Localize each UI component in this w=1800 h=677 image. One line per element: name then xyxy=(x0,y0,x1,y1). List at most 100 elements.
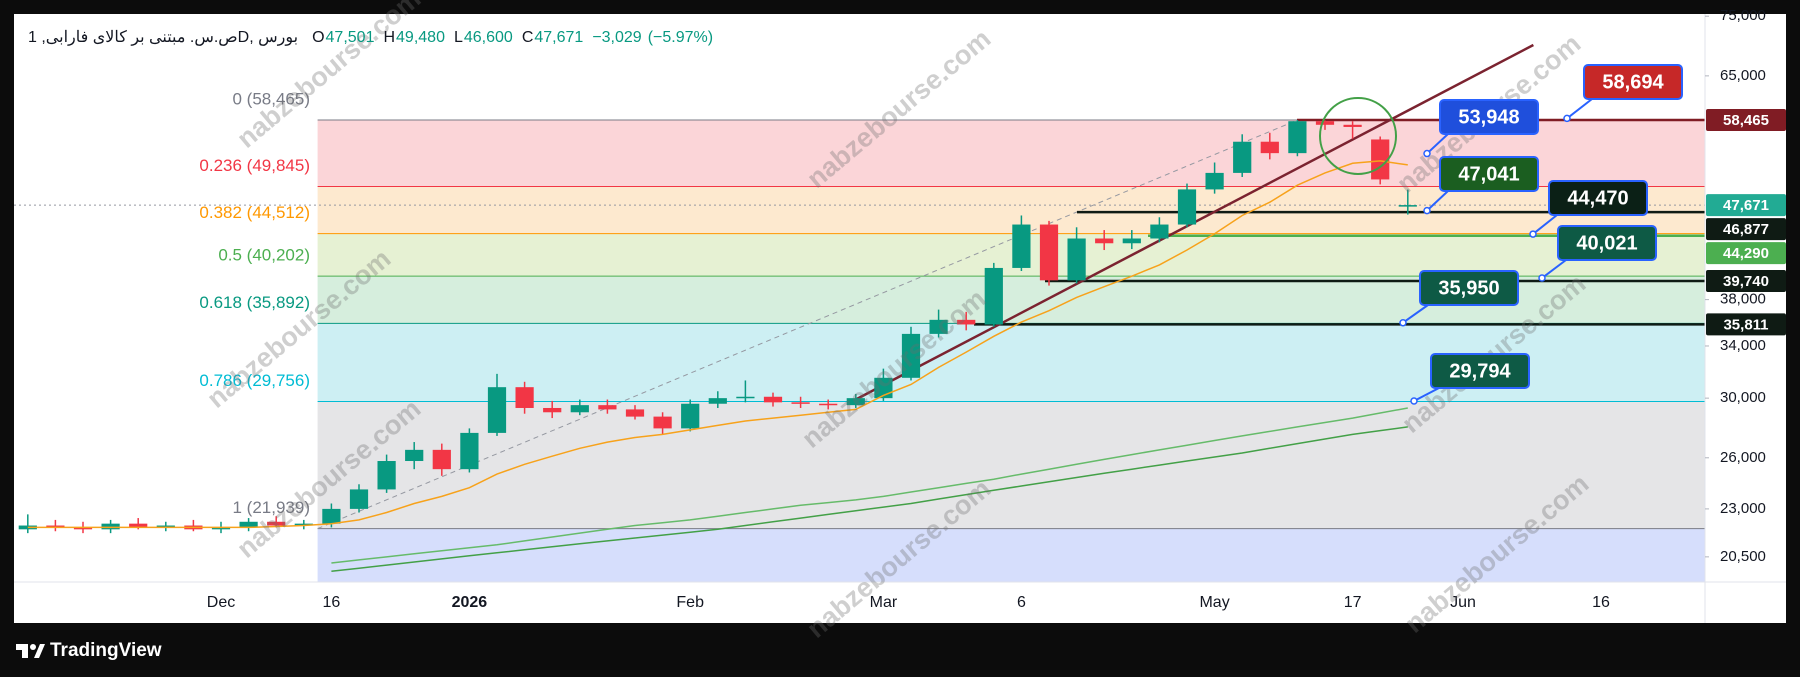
x-tick-label: 2026 xyxy=(452,594,488,611)
candle-body xyxy=(736,396,755,399)
fib-connector xyxy=(317,119,1298,530)
callout-pointer xyxy=(1413,387,1440,402)
candle-body xyxy=(653,416,672,429)
ohlc-key: O xyxy=(312,29,324,46)
candle-body xyxy=(1398,205,1417,207)
price-label-box xyxy=(1706,109,1786,132)
logo-part xyxy=(34,644,45,658)
candle-body xyxy=(349,489,369,509)
change-percent: (−5.97%) xyxy=(648,29,713,46)
ohlc-value: 49,480 xyxy=(396,29,445,46)
x-tick-label: 16 xyxy=(323,594,341,611)
fib-band xyxy=(317,186,1705,234)
y-tick-label: 23,000 xyxy=(1720,500,1766,517)
ohlc-key: C xyxy=(522,29,534,46)
candle-body xyxy=(239,521,258,528)
candle-body xyxy=(763,396,783,403)
candle-body xyxy=(101,523,120,530)
callout-pointer xyxy=(1426,190,1449,212)
candle-body xyxy=(901,333,921,378)
x-tick-label: Dec xyxy=(207,594,235,611)
moving-average xyxy=(331,426,1408,573)
x-tick-label: Jun xyxy=(1450,594,1476,611)
candle-body xyxy=(1150,224,1169,239)
price-label: 47,671 xyxy=(1723,197,1769,214)
callout-pointer xyxy=(1541,259,1567,279)
tradingview-logo: TradingView xyxy=(16,640,162,661)
candle-body xyxy=(1260,141,1279,154)
candle-body xyxy=(1205,172,1224,190)
moving-average xyxy=(331,407,1408,564)
candle-body xyxy=(598,405,617,410)
logo-part xyxy=(22,644,28,658)
y-tick-label: 20,500 xyxy=(1720,548,1766,565)
price-label-box xyxy=(1706,269,1786,292)
candle-body xyxy=(543,407,562,413)
callout-anchor xyxy=(1529,230,1537,238)
candle-body xyxy=(681,403,700,429)
candle-body xyxy=(1122,238,1141,244)
y-tick-label: 75,000 xyxy=(1720,7,1766,24)
ohlc-value: 47,501 xyxy=(326,29,375,46)
y-tick-label: 65,000 xyxy=(1720,67,1766,84)
callout-anchor xyxy=(1410,397,1418,405)
callout-box xyxy=(1419,270,1519,306)
callout-label: 40,021 xyxy=(1576,232,1637,254)
candle-body xyxy=(1315,121,1335,125)
callout-box xyxy=(1548,180,1648,216)
callout-anchor xyxy=(1423,149,1431,158)
candle-body xyxy=(156,525,175,528)
ohlc-key: L xyxy=(454,29,463,46)
candle-body xyxy=(1067,238,1086,281)
candle-body xyxy=(322,508,341,524)
x-tick-label: May xyxy=(1199,594,1229,611)
candle-body xyxy=(570,405,589,413)
price-label: 46,877 xyxy=(1723,221,1769,238)
price-label-box xyxy=(1706,242,1786,265)
candle-body xyxy=(129,523,148,528)
price-label: 39,740 xyxy=(1723,273,1769,290)
price-label-box xyxy=(1706,313,1786,336)
callout-pointer xyxy=(1532,214,1558,235)
callout-label: 53,948 xyxy=(1458,106,1519,128)
callout-box xyxy=(1557,225,1657,261)
callout-label: 47,041 xyxy=(1458,163,1519,185)
fib-band xyxy=(317,401,1705,529)
price-label-box xyxy=(1706,218,1786,241)
candle-body xyxy=(1233,141,1252,173)
candle-body xyxy=(1039,224,1059,281)
candle-body xyxy=(46,525,65,528)
ohlc-key: H xyxy=(383,29,395,46)
candle-body xyxy=(791,402,810,404)
x-tick-label: 6 xyxy=(1017,594,1026,611)
fib-level-label: 0.5 (40,202) xyxy=(218,246,310,265)
callout-anchor xyxy=(1563,114,1571,123)
callout-anchor xyxy=(1538,274,1546,282)
candle-body xyxy=(377,461,396,490)
y-tick-label: 26,000 xyxy=(1720,449,1766,466)
callout-label: 29,794 xyxy=(1449,360,1511,382)
x-tick-label: 16 xyxy=(1592,594,1610,611)
candle-body xyxy=(625,409,645,417)
fib-level-label: 1 (21,939) xyxy=(233,498,311,517)
callout-box xyxy=(1583,64,1683,100)
price-label-box xyxy=(1706,194,1786,217)
y-tick-label: 30,000 xyxy=(1720,389,1766,406)
callout-pointer xyxy=(1402,304,1429,324)
x-tick-label: Mar xyxy=(870,594,898,611)
candle-body xyxy=(73,527,93,530)
candle-body xyxy=(267,521,286,526)
candle-body xyxy=(211,527,231,530)
candle-body xyxy=(460,432,479,470)
fib-level-label: 0.236 (49,845) xyxy=(199,156,310,175)
candle-body xyxy=(487,387,507,433)
price-label: 58,465 xyxy=(1723,112,1769,129)
x-tick-label: Feb xyxy=(676,594,704,611)
candle-body xyxy=(405,449,424,462)
fib-level-label: 0.382 (44,512) xyxy=(199,203,310,222)
ohlc-value: 47,671 xyxy=(534,29,583,46)
fib-level-label: 0.618 (35,892) xyxy=(199,293,310,312)
candle-body xyxy=(929,319,948,334)
